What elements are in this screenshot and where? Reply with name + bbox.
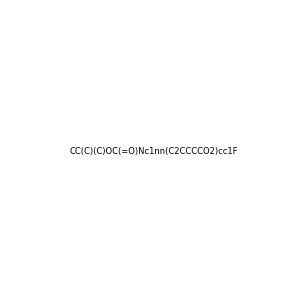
Text: CC(C)(C)OC(=O)Nc1nn(C2CCCCO2)cc1F: CC(C)(C)OC(=O)Nc1nn(C2CCCCO2)cc1F xyxy=(70,147,238,156)
